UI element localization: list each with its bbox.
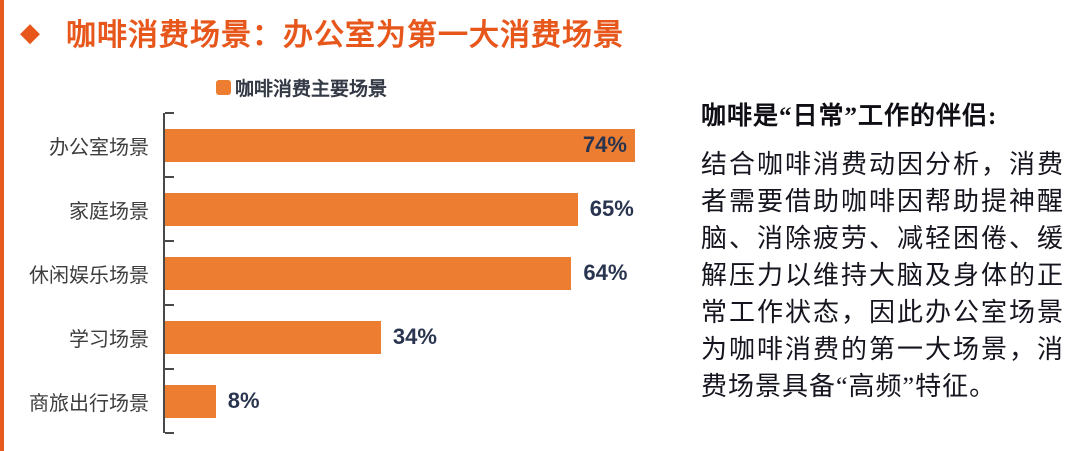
diamond-bullet-icon: ◆ xyxy=(20,17,40,47)
category-label: 办公室场景 xyxy=(49,136,149,159)
chart-row: 家庭场景 65% xyxy=(28,176,673,241)
axis-tick xyxy=(165,368,174,370)
chart-legend: 咖啡消费主要场景 xyxy=(216,74,673,101)
chart-row: 办公室场景 74% xyxy=(28,112,673,177)
chart-plot-area: 办公室场景 74% 家庭场景 65% 休闲娱乐场景 64% 学习场景 34% 商旅出行场景 8% xyxy=(28,112,673,434)
value-label: 64% xyxy=(583,260,628,285)
category-label: 家庭场景 xyxy=(69,200,149,223)
bar xyxy=(165,256,572,290)
commentary-body: 结合咖啡消费动因分析，消费者需要借助咖啡因帮助提神醒脑、消除疲劳、减轻困倦、缓解… xyxy=(701,150,1064,401)
axis-tick xyxy=(165,176,174,178)
category-label: 休闲娱乐场景 xyxy=(29,264,149,287)
category-label: 商旅出行场景 xyxy=(29,392,149,415)
value-label: 34% xyxy=(392,324,437,349)
axis-tick xyxy=(165,240,174,242)
bar xyxy=(165,384,216,418)
legend-label: 咖啡消费主要场景 xyxy=(235,79,388,100)
commentary-heading: 咖啡是“日常”工作的伴侣: xyxy=(701,103,998,130)
bar-chart: 咖啡消费主要场景 办公室场景 74% 家庭场景 65% 休闲娱乐场景 64% 学习场景 34%… xyxy=(28,70,673,434)
value-label: 65% xyxy=(589,196,634,221)
bar xyxy=(165,320,381,354)
content: 咖啡消费主要场景 办公室场景 74% 家庭场景 65% 休闲娱乐场景 64% 学习场景 34%… xyxy=(0,70,1080,434)
chart-row: 商旅出行场景 8% xyxy=(28,368,673,434)
chart-row: 休闲娱乐场景 64% xyxy=(28,240,673,305)
commentary-panel: 咖啡是“日常”工作的伴侣: 结合咖啡消费动因分析，消费者需要借助咖啡因帮助提神醒… xyxy=(673,70,1080,433)
bar-track: 34% xyxy=(163,304,673,369)
category-label: 学习场景 xyxy=(69,328,149,351)
bar-track: 65% xyxy=(163,176,673,241)
bar xyxy=(165,128,635,162)
bar xyxy=(165,192,578,226)
axis-tick xyxy=(165,432,174,434)
page-title: 咖啡消费场景：办公室为第一大消费场景 xyxy=(66,19,624,52)
value-label: 74% xyxy=(582,132,627,157)
axis-tick xyxy=(165,112,174,114)
legend-swatch-icon xyxy=(216,80,231,95)
left-accent-rule xyxy=(0,0,4,451)
header: ◆ 咖啡消费场景：办公室为第一大消费场景 xyxy=(0,0,1080,54)
bar-track: 74% xyxy=(163,112,673,177)
bar-track: 8% xyxy=(163,368,673,434)
chart-row: 学习场景 34% xyxy=(28,304,673,369)
bar-track: 64% xyxy=(163,240,673,305)
value-label: 8% xyxy=(227,388,260,413)
axis-tick xyxy=(165,304,174,306)
